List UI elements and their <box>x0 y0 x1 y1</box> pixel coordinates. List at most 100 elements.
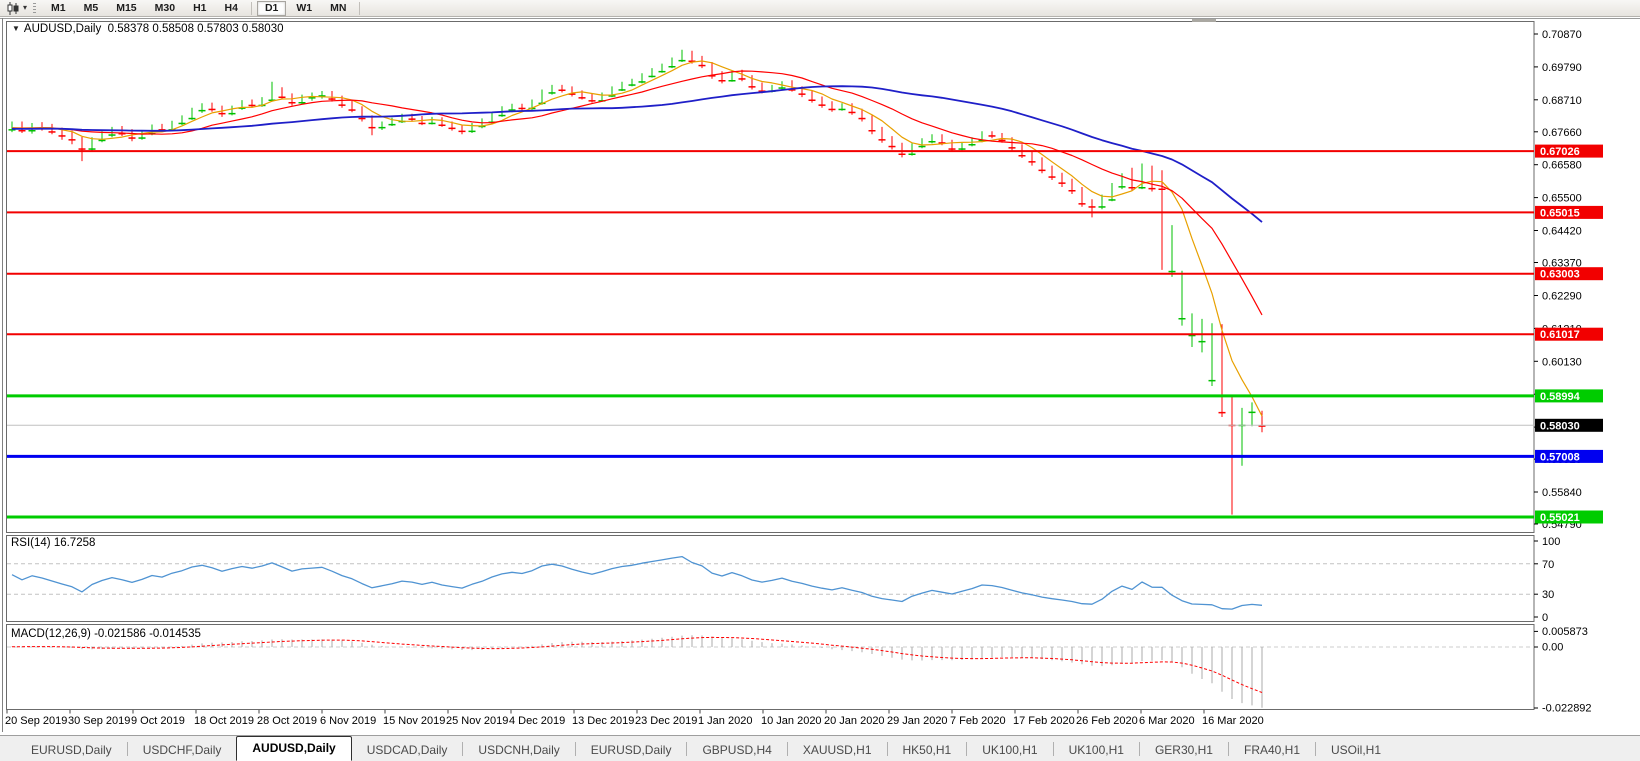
svg-text:0.67026: 0.67026 <box>1540 146 1580 158</box>
svg-text:0.58994: 0.58994 <box>1540 391 1581 403</box>
ma-5-line <box>11 60 1263 417</box>
svg-text:16 Mar 2020: 16 Mar 2020 <box>1202 715 1264 727</box>
price-badge-0.67026 <box>1535 144 1603 158</box>
svg-text:23 Dec 2019: 23 Dec 2019 <box>635 715 697 727</box>
price-badge-0.63003 <box>1535 267 1603 281</box>
svg-text:0.60130: 0.60130 <box>1542 356 1582 368</box>
ma-13-line <box>12 70 1263 316</box>
toolbar-divider <box>359 1 361 15</box>
level-lines <box>7 150 1534 519</box>
svg-text:0.005873: 0.005873 <box>1542 626 1588 638</box>
macd-indicator-label: MACD(12,26,9) -0.021586 -0.014535 <box>11 628 201 640</box>
tab-separator <box>686 741 688 756</box>
toolbar-divider <box>250 1 252 15</box>
price-chart[interactable]: 0.70870 0.69790 0.68710 0.67660 0.66580 0.655… <box>0 18 1640 735</box>
tab-fra40-h1[interactable]: FRA40,H1 <box>1243 743 1301 757</box>
tab-separator <box>1052 741 1054 756</box>
svg-text:0.70870: 0.70870 <box>1542 29 1582 41</box>
svg-text:-0.022892: -0.022892 <box>1542 703 1592 715</box>
tab-separator <box>1138 741 1140 756</box>
svg-text:0.69790: 0.69790 <box>1542 62 1582 74</box>
timeframe-mn-button[interactable]: MN <box>322 1 354 16</box>
tab-eurusd-daily[interactable]: EURUSD,Daily <box>590 743 672 757</box>
svg-text:18 Oct 2019: 18 Oct 2019 <box>194 715 254 727</box>
price-badge-0.65015 <box>1535 205 1603 219</box>
tab-usdchf-daily[interactable]: USDCHF,Daily <box>142 743 222 757</box>
timeframe-m30-button[interactable]: M30 <box>147 1 183 16</box>
svg-text:0.67660: 0.67660 <box>1542 127 1582 139</box>
svg-text:0.68710: 0.68710 <box>1542 95 1582 107</box>
svg-text:0.55021: 0.55021 <box>1540 512 1580 524</box>
price-badge-0.58994 <box>1535 389 1603 403</box>
tab-hk50-h1[interactable]: HK50,H1 <box>902 743 952 757</box>
timeframe-buttons: M1 M5 M15 M30 H1 H4 D1 W1 MN <box>42 0 364 16</box>
chart-toolbar: ▾ M1 M5 M15 M30 H1 H4 D1 W1 MN <box>0 0 1640 17</box>
macd-signal-line <box>12 636 1263 693</box>
svg-text:6 Mar 2020: 6 Mar 2020 <box>1139 715 1195 727</box>
macd-panel: 0.005873 0.00 -0.022892 <box>7 626 1592 715</box>
svg-text:0: 0 <box>1542 612 1548 624</box>
tab-separator <box>1227 741 1229 756</box>
timeframe-h4-button[interactable]: H4 <box>217 1 246 16</box>
svg-text:30 Sep 2019: 30 Sep 2019 <box>68 715 130 727</box>
timeframe-h1-button[interactable]: H1 <box>185 1 214 16</box>
svg-text:0.62290: 0.62290 <box>1542 291 1582 303</box>
svg-text:7 Feb 2020: 7 Feb 2020 <box>950 715 1006 727</box>
candles-group <box>8 49 1266 515</box>
tab-audusd-daily[interactable]: AUDUSD,Daily <box>236 736 352 761</box>
chart-type-dropdown-icon[interactable]: ▾ <box>23 3 28 12</box>
timeframe-m5-button[interactable]: M5 <box>76 1 107 16</box>
price-badge-0.55021 <box>1535 510 1603 524</box>
rsi-indicator-label: RSI(14) 16.7258 <box>11 537 96 549</box>
tab-usdcnh-daily[interactable]: USDCNH,Daily <box>478 743 560 757</box>
timeframe-w1-button[interactable]: W1 <box>288 1 320 16</box>
timeframe-m1-button[interactable]: M1 <box>43 1 74 16</box>
svg-text:30: 30 <box>1542 589 1554 601</box>
tab-xauusd-h1[interactable]: XAUUSD,H1 <box>802 743 872 757</box>
tab-eurusd-daily[interactable]: EURUSD,Daily <box>31 743 112 757</box>
svg-text:25 Nov 2019: 25 Nov 2019 <box>446 715 508 727</box>
toolbar-grip-handle[interactable] <box>33 2 37 14</box>
rsi-line <box>11 555 1263 610</box>
chart-scrollbar-thumb <box>1192 19 1216 22</box>
svg-text:0.66580: 0.66580 <box>1542 160 1582 172</box>
tab-uk100-h1[interactable]: UK100,H1 <box>1068 743 1124 757</box>
timeframe-m15-button[interactable]: M15 <box>108 1 144 16</box>
timeframe-d1-button[interactable]: D1 <box>256 0 287 16</box>
tab-separator <box>126 741 128 756</box>
chart-type-candlestick-icon[interactable] <box>3 1 23 15</box>
svg-text:0.61017: 0.61017 <box>1540 329 1580 341</box>
svg-text:0.65500: 0.65500 <box>1542 193 1582 205</box>
tab-uk100-h1[interactable]: UK100,H1 <box>982 743 1038 757</box>
tab-separator <box>786 741 788 756</box>
svg-text:10 Jan 2020: 10 Jan 2020 <box>761 715 822 727</box>
svg-text:0.63003: 0.63003 <box>1540 269 1580 281</box>
svg-text:1 Jan 2020: 1 Jan 2020 <box>698 715 752 727</box>
ma-34-line <box>11 85 1263 223</box>
svg-text:17 Feb 2020: 17 Feb 2020 <box>1013 715 1075 727</box>
svg-text:6 Nov 2019: 6 Nov 2019 <box>320 715 376 727</box>
svg-text:0.64420: 0.64420 <box>1542 226 1582 238</box>
tab-separator <box>574 741 576 756</box>
tab-usdcad-daily[interactable]: USDCAD,Daily <box>366 743 448 757</box>
svg-text:29 Jan 2020: 29 Jan 2020 <box>887 715 948 727</box>
svg-text:26 Feb 2020: 26 Feb 2020 <box>1076 715 1138 727</box>
svg-text:20 Sep 2019: 20 Sep 2019 <box>5 715 67 727</box>
svg-text:0.65015: 0.65015 <box>1540 207 1580 219</box>
symbol-dropdown-icon[interactable]: ▼ <box>12 24 20 33</box>
svg-text:70: 70 <box>1542 559 1554 571</box>
tab-usoil-h1[interactable]: USOil,H1 <box>1331 743 1382 757</box>
price-axis: 0.70870 0.69790 0.68710 0.67660 0.66580 0.655… <box>1534 29 1603 531</box>
tab-ger30-h1[interactable]: GER30,H1 <box>1154 743 1213 757</box>
chart-title-text: AUDUSD,Daily 0.58378 0.58508 0.57803 0.5… <box>23 23 284 35</box>
tab-separator <box>1315 741 1317 756</box>
svg-text:0.57008: 0.57008 <box>1540 451 1580 463</box>
tab-gbpusd-h4[interactable]: GBPUSD,H4 <box>702 743 772 757</box>
price-badge-0.58030 <box>1535 418 1603 432</box>
svg-text:0.55840: 0.55840 <box>1542 487 1582 499</box>
date-axis: 20 Sep 2019 30 Sep 2019 9 Oct 2019 18 Oct 2… <box>5 710 1264 727</box>
svg-text:0.00: 0.00 <box>1542 642 1563 654</box>
chart-title: ▼ AUDUSD,Daily 0.58378 0.58508 0.57803 0.… <box>12 23 284 35</box>
rsi-panel: 100 70 30 0 <box>7 536 1560 624</box>
